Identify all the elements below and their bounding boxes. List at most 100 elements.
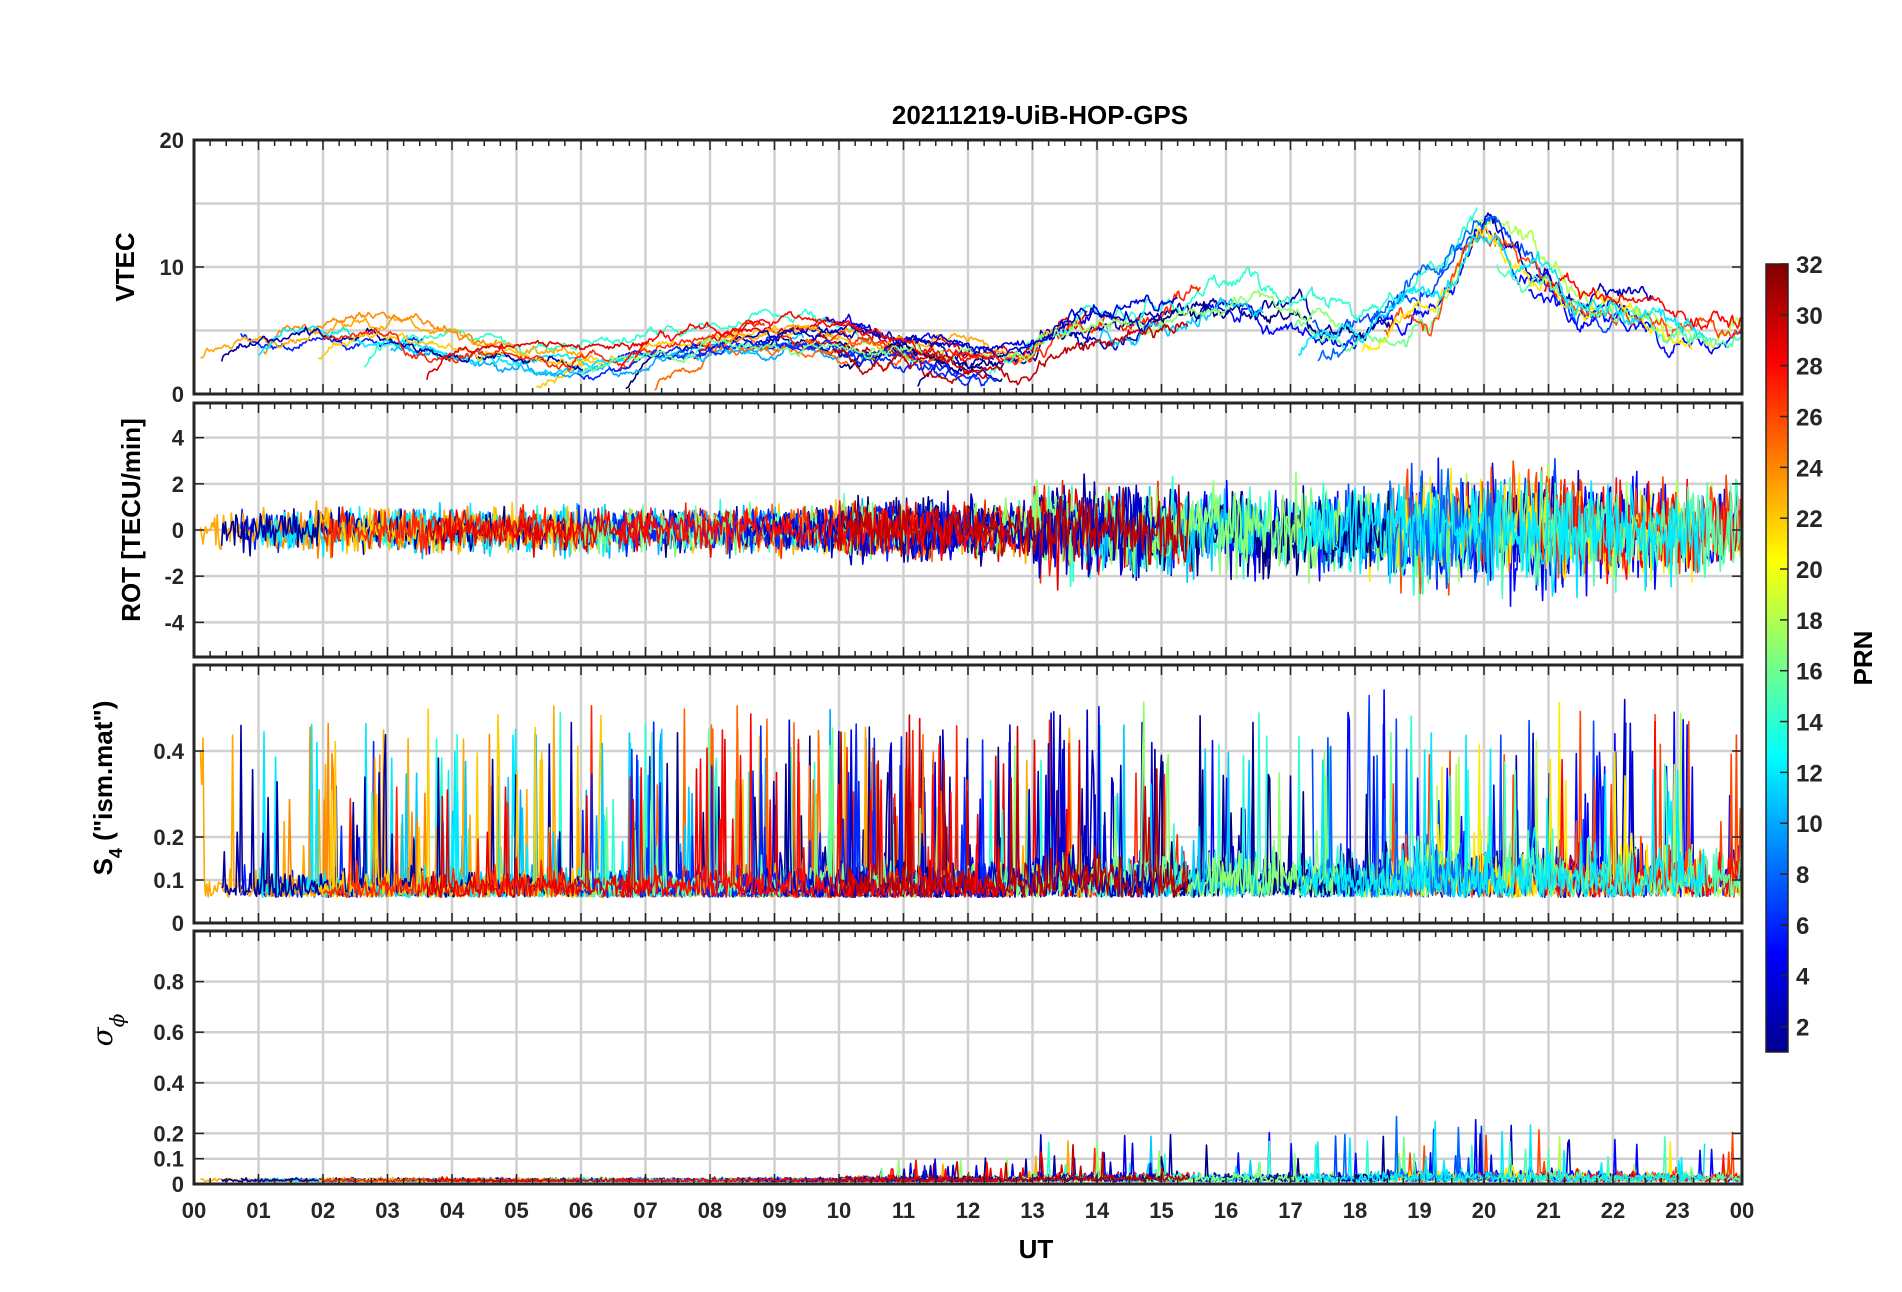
- colorbar-tick-label: 10: [1796, 811, 1823, 838]
- colorbar-tick-label: 14: [1796, 710, 1823, 737]
- prn-7-trace: [1311, 215, 1627, 340]
- y-tick-label: 0.2: [153, 1121, 184, 1146]
- prn-30-trace: [833, 725, 1189, 899]
- prn-2-trace: [220, 326, 584, 371]
- x-tick-label: 17: [1278, 1198, 1302, 1223]
- panel-sigma: 00.10.2 0.4 0.6 0.8 σϕ: [86, 929, 1744, 1197]
- x-tick-label: 11: [892, 1198, 915, 1223]
- y-tick-label: 0.1: [153, 868, 184, 893]
- x-tick-label: 12: [956, 1198, 980, 1223]
- chart-title: 20211219-UiB-HOP-GPS: [892, 100, 1188, 130]
- panel-s4: 0 0.1 0.2 0.4 S4 ("ism.mat"): [88, 663, 1744, 936]
- y-tick-label: 0.4: [153, 739, 184, 764]
- colorbar-tick-label: 16: [1796, 659, 1823, 686]
- ylabel-s4-main: S: [88, 858, 118, 875]
- colorbar-tick-label: 18: [1796, 608, 1823, 635]
- x-tick-label: 10: [827, 1198, 851, 1223]
- x-tick-label: 06: [569, 1198, 593, 1223]
- x-tick-label: 02: [311, 1198, 335, 1223]
- prn-16-trace: [579, 338, 921, 376]
- x-tick-label: 08: [698, 1198, 722, 1223]
- y-tick-label: 2: [172, 472, 184, 497]
- ylabel-sigma-sub: ϕ: [105, 1013, 129, 1027]
- prn-16-trace: [579, 727, 921, 898]
- ylabel-vtec: VTEC: [110, 232, 140, 302]
- y-tick-label: 0.6: [153, 1020, 184, 1045]
- colorbar-tick-label: 24: [1796, 455, 1823, 482]
- colorbar-tick-label: 4: [1796, 964, 1810, 991]
- x-tick-label: 05: [504, 1198, 528, 1223]
- prn-28-trace: [618, 500, 1005, 559]
- prn-14-trace: [363, 308, 872, 368]
- x-tick-label: 14: [1085, 1198, 1110, 1223]
- colorbar-tick-label: 20: [1796, 557, 1823, 584]
- ylabel-s4-rest: ("ism.mat"): [88, 701, 118, 848]
- x-tick-labels: 00 01 02 03 04 05 06 07 08 09 10 11 12 13 14 15 16 17 18 19…: [182, 1198, 1754, 1223]
- x-tick-label: 20: [1472, 1198, 1496, 1223]
- y-tick-label: -2: [164, 564, 184, 589]
- prn-29-trace: [426, 786, 650, 899]
- y-tick-label: 0.1: [153, 1147, 184, 1172]
- prn-18-trace: [1436, 217, 1743, 350]
- colorbar-tick-label: 8: [1796, 862, 1809, 889]
- prn-14-trace: [988, 207, 1478, 375]
- prn-29-trace: [426, 507, 650, 558]
- x-tick-label: 18: [1343, 1198, 1367, 1223]
- prn-6-trace: [612, 339, 998, 387]
- panel-vtec: 0 10 20 VTEC: [110, 128, 1744, 407]
- colorbar-tick-label: 26: [1796, 405, 1823, 432]
- y-tick-label: 0.8: [153, 970, 184, 995]
- prn-28-trace: [1543, 272, 1743, 331]
- x-tick-label: 13: [1020, 1198, 1044, 1223]
- colorbar-tick-label: 12: [1796, 760, 1823, 787]
- x-tick-label: 04: [440, 1198, 465, 1223]
- x-tick-label: 01: [246, 1198, 270, 1223]
- x-tick-label: 00: [182, 1198, 206, 1223]
- colorbar-tick-label: 32: [1796, 252, 1823, 279]
- y-tick-label: 10: [160, 255, 184, 280]
- prn-28-trace: [1543, 720, 1743, 898]
- y-tick-label: 0.2: [153, 825, 184, 850]
- prn-12-trace: [1297, 732, 1706, 899]
- x-tick-label: 22: [1601, 1198, 1625, 1223]
- y-tick-label: -4: [164, 610, 184, 635]
- prn-3-trace: [1468, 212, 1653, 310]
- ylabel-sigma: σϕ: [86, 1013, 129, 1046]
- colorbar-tick-label: 28: [1796, 354, 1823, 381]
- x-tick-label: 16: [1214, 1198, 1238, 1223]
- ylabel-s4: S4 ("ism.mat"): [88, 701, 126, 876]
- y-tick-label: 0: [172, 911, 184, 936]
- x-tick-label: 15: [1149, 1198, 1173, 1223]
- prn-21-trace: [1361, 225, 1693, 352]
- x-tick-label: 00: [1730, 1198, 1754, 1223]
- prn-29-trace: [426, 339, 650, 380]
- x-tick-label: 09: [762, 1198, 786, 1223]
- prn-15-trace: [1496, 264, 1742, 349]
- y-tick-label: 4: [172, 426, 185, 451]
- prn-28-trace: [618, 310, 1004, 370]
- ylabel-rot: ROT [TECU/min]: [116, 418, 146, 622]
- colorbar-tick-label: 6: [1796, 913, 1809, 940]
- prn-30-trace: [833, 321, 1189, 386]
- x-axis-label: UT: [1019, 1234, 1054, 1264]
- x-tick-label: 03: [375, 1198, 399, 1223]
- x-tick-label: 19: [1407, 1198, 1431, 1223]
- y-tick-label: 0.4: [153, 1071, 184, 1096]
- prn-8-trace: [1317, 215, 1501, 362]
- colorbar-label: PRN: [1848, 631, 1878, 686]
- x-tick-label: 07: [633, 1198, 657, 1223]
- colorbar-ramp: [1765, 263, 1789, 1053]
- prn-12-trace: [1297, 234, 1706, 357]
- prn-27-trace: [322, 319, 766, 371]
- y-tick-label: 0: [172, 518, 184, 543]
- y-tick-label: 0: [172, 1172, 184, 1197]
- prn-22-trace: [317, 501, 598, 555]
- prn-24-trace: [262, 311, 498, 355]
- prn-12-trace: [1297, 480, 1706, 599]
- prn-28-trace: [618, 713, 1005, 899]
- y-tick-label: 20: [160, 128, 184, 153]
- ylabel-s4-sub: 4: [106, 848, 126, 858]
- ylabel-sigma-main: σ: [86, 1026, 119, 1046]
